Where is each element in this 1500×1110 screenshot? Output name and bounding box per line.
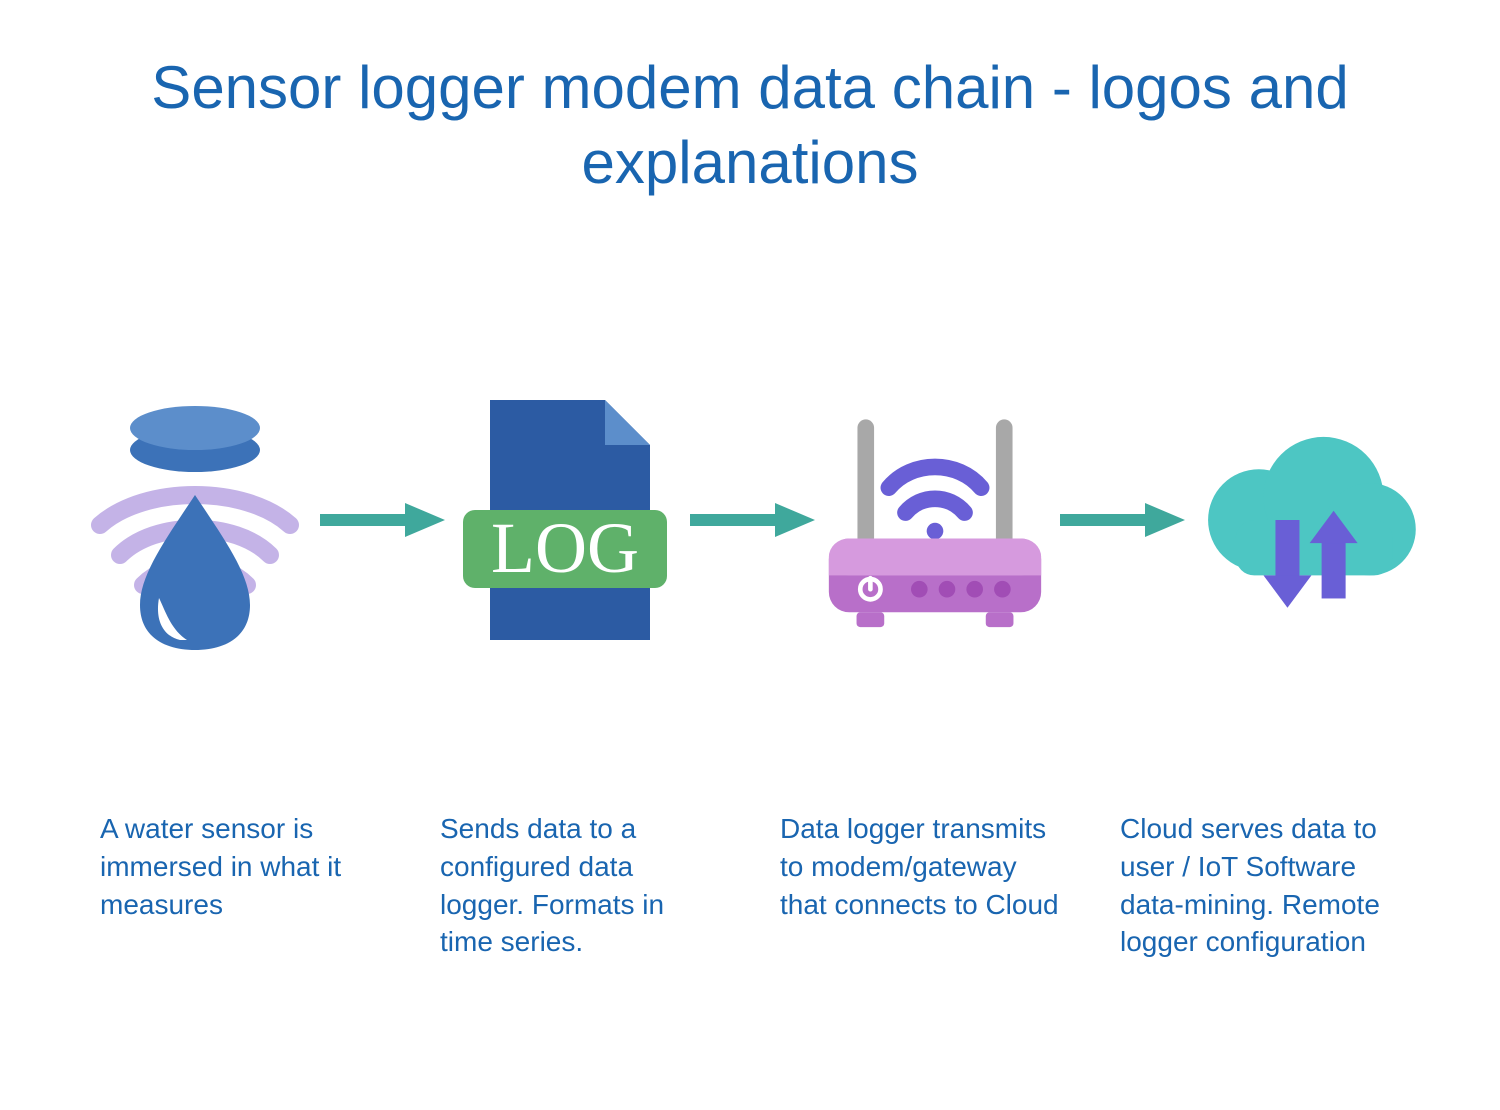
arrow-icon — [1055, 500, 1185, 540]
page-title: Sensor logger modem data chain - logos a… — [0, 0, 1500, 200]
modem-gateway-icon — [815, 390, 1055, 650]
log-file-icon: LOG — [445, 390, 685, 650]
caption-cloud: Cloud serves data to user / IoT Software… — [1120, 810, 1400, 961]
flow-row: LOG — [0, 390, 1500, 650]
arrow-icon — [685, 500, 815, 540]
caption-logger: Sends data to a configured data logger. … — [440, 810, 720, 961]
arrow-icon — [315, 500, 445, 540]
caption-sensor: A water sensor is immersed in what it me… — [100, 810, 380, 961]
water-sensor-icon — [75, 390, 315, 650]
svg-text:LOG: LOG — [491, 508, 639, 588]
caption-modem: Data logger transmits to modem/gateway t… — [780, 810, 1060, 961]
captions-row: A water sensor is immersed in what it me… — [0, 810, 1500, 961]
cloud-icon — [1185, 390, 1425, 650]
